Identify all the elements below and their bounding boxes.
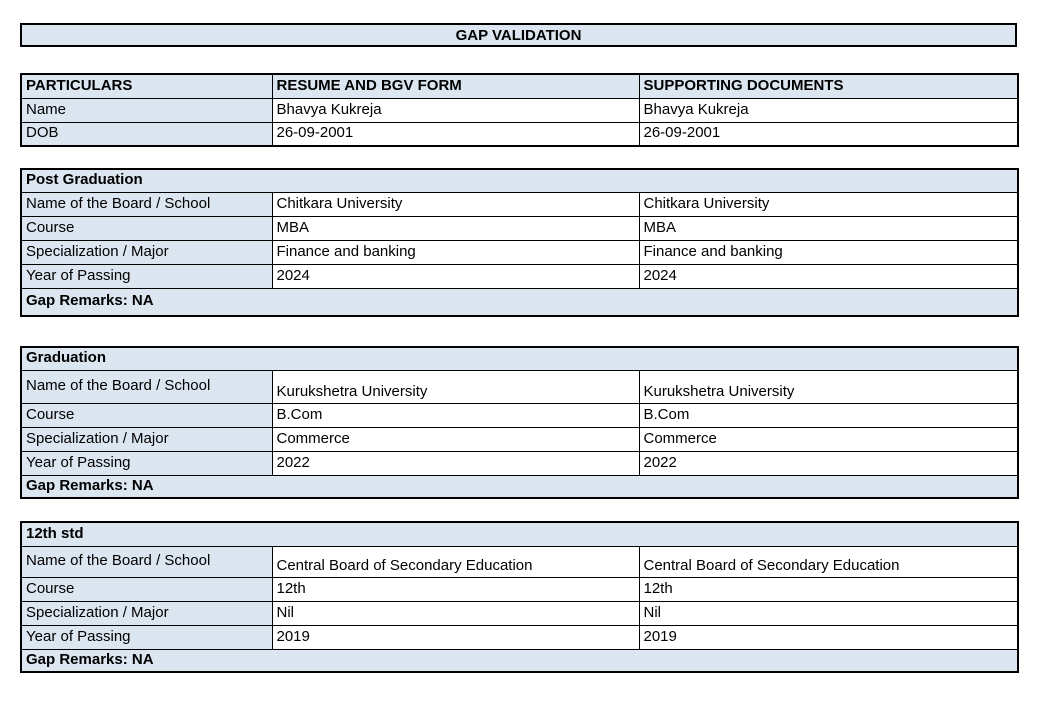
supporting-value-cell: Commerce	[638, 426, 1019, 452]
section-heading: 12th std	[20, 521, 1019, 547]
gap-remarks-row: Gap Remarks: NA	[20, 287, 1019, 317]
resume-value-cell: Kurukshetra University	[271, 369, 640, 404]
table-row-specialization: Specialization / Major Finance and banki…	[20, 239, 1019, 265]
supporting-value-cell: Nil	[638, 600, 1019, 626]
column-header-resume-bgv: RESUME AND BGV FORM	[271, 73, 640, 99]
resume-value-cell: Nil	[271, 600, 640, 626]
resume-value-cell: B.Com	[271, 402, 640, 428]
personal-info-table: PARTICULARS RESUME AND BGV FORM SUPPORTI…	[20, 73, 1019, 147]
supporting-value-cell: B.Com	[638, 402, 1019, 428]
supporting-value-cell: Kurukshetra University	[638, 369, 1019, 404]
table-row-course: Course B.Com B.Com	[20, 402, 1019, 428]
supporting-value-cell: Chitkara University	[638, 191, 1019, 217]
table-row-specialization: Specialization / Major Nil Nil	[20, 600, 1019, 626]
row-label-cell: Specialization / Major	[20, 239, 273, 265]
section-heading-row: Graduation	[20, 346, 1019, 371]
page-title: GAP VALIDATION	[20, 23, 1017, 47]
resume-value-cell: 2022	[271, 450, 640, 476]
column-header-particulars: PARTICULARS	[20, 73, 273, 99]
supporting-value-cell: Bhavya Kukreja	[638, 97, 1019, 123]
gap-remarks-row: Gap Remarks: NA	[20, 648, 1019, 673]
sheet-content: GAP VALIDATION PARTICULARS RESUME AND BG…	[20, 23, 1020, 673]
table-row-board: Name of the Board / School Central Board…	[20, 545, 1019, 578]
graduation-table: Graduation Name of the Board / School Ku…	[20, 346, 1019, 499]
row-label-cell: Year of Passing	[20, 450, 273, 476]
row-label-cell: Name of the Board / School	[20, 545, 273, 578]
supporting-value-cell: 12th	[638, 576, 1019, 602]
row-label-cell: Specialization / Major	[20, 600, 273, 626]
column-header-row: PARTICULARS RESUME AND BGV FORM SUPPORTI…	[20, 73, 1019, 99]
resume-value-cell: Central Board of Secondary Education	[271, 545, 640, 578]
table-row-year: Year of Passing 2024 2024	[20, 263, 1019, 289]
resume-value-cell: Bhavya Kukreja	[271, 97, 640, 123]
table-row-dob: DOB 26-09-2001 26-09-2001	[20, 121, 1019, 147]
table-row-course: Course MBA MBA	[20, 215, 1019, 241]
table-row-year: Year of Passing 2022 2022	[20, 450, 1019, 476]
resume-value-cell: MBA	[271, 215, 640, 241]
table-row-board: Name of the Board / School Chitkara Univ…	[20, 191, 1019, 217]
gap-validation-sheet: GAP VALIDATION PARTICULARS RESUME AND BG…	[0, 23, 1037, 720]
table-row-year: Year of Passing 2019 2019	[20, 624, 1019, 650]
table-row-course: Course 12th 12th	[20, 576, 1019, 602]
gap-remarks: Gap Remarks: NA	[20, 474, 1019, 499]
gap-remarks: Gap Remarks: NA	[20, 648, 1019, 673]
post-graduation-table: Post Graduation Name of the Board / Scho…	[20, 168, 1020, 317]
gap-remarks: Gap Remarks: NA	[20, 287, 1019, 317]
section-heading: Post Graduation	[20, 168, 1019, 193]
column-header-supporting-docs: SUPPORTING DOCUMENTS	[638, 73, 1019, 99]
resume-value-cell: 12th	[271, 576, 640, 602]
resume-value-cell: Finance and banking	[271, 239, 640, 265]
resume-value-cell: 2019	[271, 624, 640, 650]
supporting-value-cell: Central Board of Secondary Education	[638, 545, 1019, 578]
section-heading-row: 12th std	[20, 521, 1019, 547]
row-label-cell: DOB	[20, 121, 273, 147]
table-row-name: Name Bhavya Kukreja Bhavya Kukreja	[20, 97, 1019, 123]
row-label-cell: Name of the Board / School	[20, 191, 273, 217]
row-label-cell: Year of Passing	[20, 624, 273, 650]
resume-value-cell: 2024	[271, 263, 640, 289]
resume-value-cell: Commerce	[271, 426, 640, 452]
row-label-cell: Name	[20, 97, 273, 123]
twelfth-std-table: 12th std Name of the Board / School Cent…	[20, 521, 1019, 673]
row-label-cell: Course	[20, 402, 273, 428]
resume-value-cell: 26-09-2001	[271, 121, 640, 147]
section-heading-row: Post Graduation	[20, 168, 1019, 193]
row-label-cell: Name of the Board / School	[20, 369, 273, 404]
supporting-value-cell: MBA	[638, 215, 1019, 241]
supporting-value-cell: 26-09-2001	[638, 121, 1019, 147]
supporting-value-cell: 2024	[638, 263, 1019, 289]
supporting-value-cell: 2019	[638, 624, 1019, 650]
supporting-value-cell: 2022	[638, 450, 1019, 476]
row-label-cell: Specialization / Major	[20, 426, 273, 452]
section-heading: Graduation	[20, 346, 1019, 371]
table-row-specialization: Specialization / Major Commerce Commerce	[20, 426, 1019, 452]
table-row-board: Name of the Board / School Kurukshetra U…	[20, 369, 1019, 404]
row-label-cell: Course	[20, 576, 273, 602]
gap-remarks-row: Gap Remarks: NA	[20, 474, 1019, 499]
resume-value-cell: Chitkara University	[271, 191, 640, 217]
page-title-text: GAP VALIDATION	[455, 26, 582, 44]
row-label-cell: Year of Passing	[20, 263, 273, 289]
row-label-cell: Course	[20, 215, 273, 241]
supporting-value-cell: Finance and banking	[638, 239, 1019, 265]
